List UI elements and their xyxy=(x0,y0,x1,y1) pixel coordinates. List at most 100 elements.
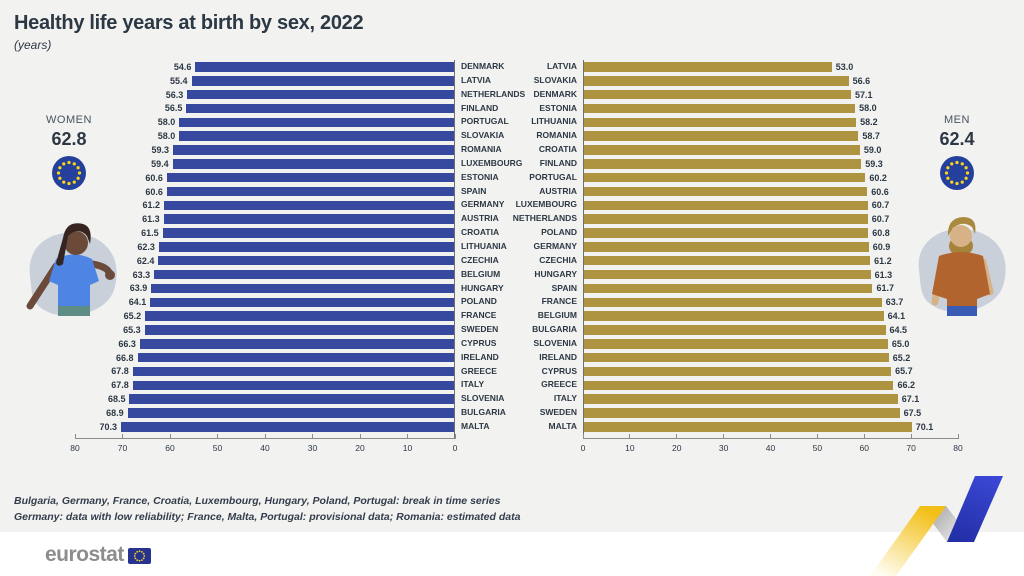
bar-row: 54.6 xyxy=(75,60,454,74)
country-label: CROATIA xyxy=(538,144,577,155)
country-label: SPAIN xyxy=(461,185,487,196)
value-label: 60.8 xyxy=(872,228,890,239)
bar xyxy=(584,172,866,183)
country-label: CYPRUS xyxy=(541,365,577,376)
bar xyxy=(151,283,454,294)
value-label: 53.0 xyxy=(835,61,854,72)
country-label: LATVIA xyxy=(461,74,492,85)
bar xyxy=(137,352,454,363)
footnote-line-2: Germany: data with low reliability; Fran… xyxy=(14,511,521,523)
bar-row: 67.1 xyxy=(584,392,958,406)
bar xyxy=(186,103,454,114)
bar-row: 65.3 xyxy=(75,323,454,337)
country-label: AUSTRIA xyxy=(539,185,577,196)
bar xyxy=(145,311,454,321)
bar xyxy=(584,62,832,72)
eurostat-logo-text: eurostat xyxy=(45,543,124,566)
bar-row: 66.3 xyxy=(75,337,454,351)
bar-row: 63.3 xyxy=(75,268,454,282)
country-label: FINLAND xyxy=(461,102,499,113)
eurostat-logo: eurostat xyxy=(45,543,151,567)
axis-tick xyxy=(407,433,408,439)
axis-tick xyxy=(723,433,725,439)
bar-row: 61.7 xyxy=(584,282,958,296)
country-label: POLAND xyxy=(461,296,497,307)
value-label: 67.5 xyxy=(903,408,922,419)
bar xyxy=(132,366,454,377)
axis-tick xyxy=(816,433,818,439)
chart-background xyxy=(0,0,1024,532)
axis-tick-label: 0 xyxy=(580,442,586,453)
value-label: 61.2 xyxy=(874,255,892,266)
country-label: ROMANIA xyxy=(461,144,502,155)
bar-row: 64.1 xyxy=(75,295,454,309)
axis-tick-label: 30 xyxy=(307,442,318,453)
axis-tick-label: 30 xyxy=(718,442,729,453)
axis-tick-label: 50 xyxy=(212,442,223,453)
axis-tick xyxy=(957,433,959,439)
bar xyxy=(584,408,900,418)
value-label: 59.3 xyxy=(865,158,883,169)
bar-row: 65.0 xyxy=(584,337,958,351)
bar xyxy=(584,186,868,197)
women-country-labels: DENMARK LATVIA NETHERLANDS FINLAND PORTUGAL S… xyxy=(455,60,575,461)
value-label: 56.6 xyxy=(852,75,871,86)
page-subtitle: (years) xyxy=(14,38,52,52)
bar xyxy=(158,255,454,266)
bar-row: 64.5 xyxy=(584,323,958,337)
men-bars: 53.0 56.6 57.1 58.0 58.2 58.7 59.0 59.3 60.2 60.6… xyxy=(583,60,958,438)
axis-tick xyxy=(217,433,218,439)
axis-tick xyxy=(359,433,361,439)
bar-row: 53.0 xyxy=(584,60,958,74)
bar xyxy=(166,172,454,183)
value-label: 61.3 xyxy=(874,269,893,280)
bar-row: 60.7 xyxy=(584,212,958,226)
bar xyxy=(584,269,871,280)
bar-row: 61.3 xyxy=(584,268,958,282)
bar-row: 61.5 xyxy=(75,226,454,240)
bar-row: 68.5 xyxy=(75,392,454,406)
value-label: 67.1 xyxy=(901,394,920,405)
value-label: 68.9 xyxy=(106,408,124,419)
country-label: BULGARIA xyxy=(461,407,506,418)
country-label: IRELAND xyxy=(539,351,577,362)
axis-tick xyxy=(676,433,678,439)
bar-row: 56.3 xyxy=(75,88,454,102)
country-label: ITALY xyxy=(461,379,485,390)
axis-tick-label: 0 xyxy=(452,442,458,453)
bar xyxy=(584,283,873,294)
bar xyxy=(127,408,454,418)
bar-row: 61.3 xyxy=(75,212,454,226)
bar xyxy=(191,76,454,86)
country-label: PORTUGAL xyxy=(529,171,577,182)
country-label: CZECHIA xyxy=(461,254,499,265)
country-label: HUNGARY xyxy=(534,268,577,279)
country-label: FRANCE xyxy=(461,310,497,321)
value-label: 64.1 xyxy=(128,297,147,308)
bar xyxy=(584,366,892,377)
country-label: LATVIA xyxy=(546,61,577,71)
value-label: 66.2 xyxy=(897,380,916,391)
value-label: 60.7 xyxy=(871,214,890,225)
page-title: Healthy life years at birth by sex, 2022 xyxy=(14,12,364,34)
bar-row: 62.4 xyxy=(75,254,454,268)
bar xyxy=(584,131,859,141)
country-label: HUNGARY xyxy=(461,282,504,293)
bar-row: 70.3 xyxy=(75,420,454,434)
value-label: 60.6 xyxy=(871,186,889,197)
bar xyxy=(584,311,884,321)
axis-tick-label: 40 xyxy=(260,442,270,453)
women-axis: 80 70 60 50 40 30 20 10 0 xyxy=(70,433,458,461)
bar xyxy=(173,145,454,155)
bar xyxy=(584,228,869,238)
axis-tick-label: 60 xyxy=(165,442,175,453)
woman-illustration xyxy=(26,223,117,316)
bar xyxy=(584,145,860,155)
bar xyxy=(132,380,454,391)
value-label: 62.4 xyxy=(136,255,155,266)
bar-row: 66.8 xyxy=(75,351,454,365)
value-label: 63.3 xyxy=(132,269,151,280)
women-label: WOMEN xyxy=(46,114,92,126)
axis-tick xyxy=(770,433,771,439)
